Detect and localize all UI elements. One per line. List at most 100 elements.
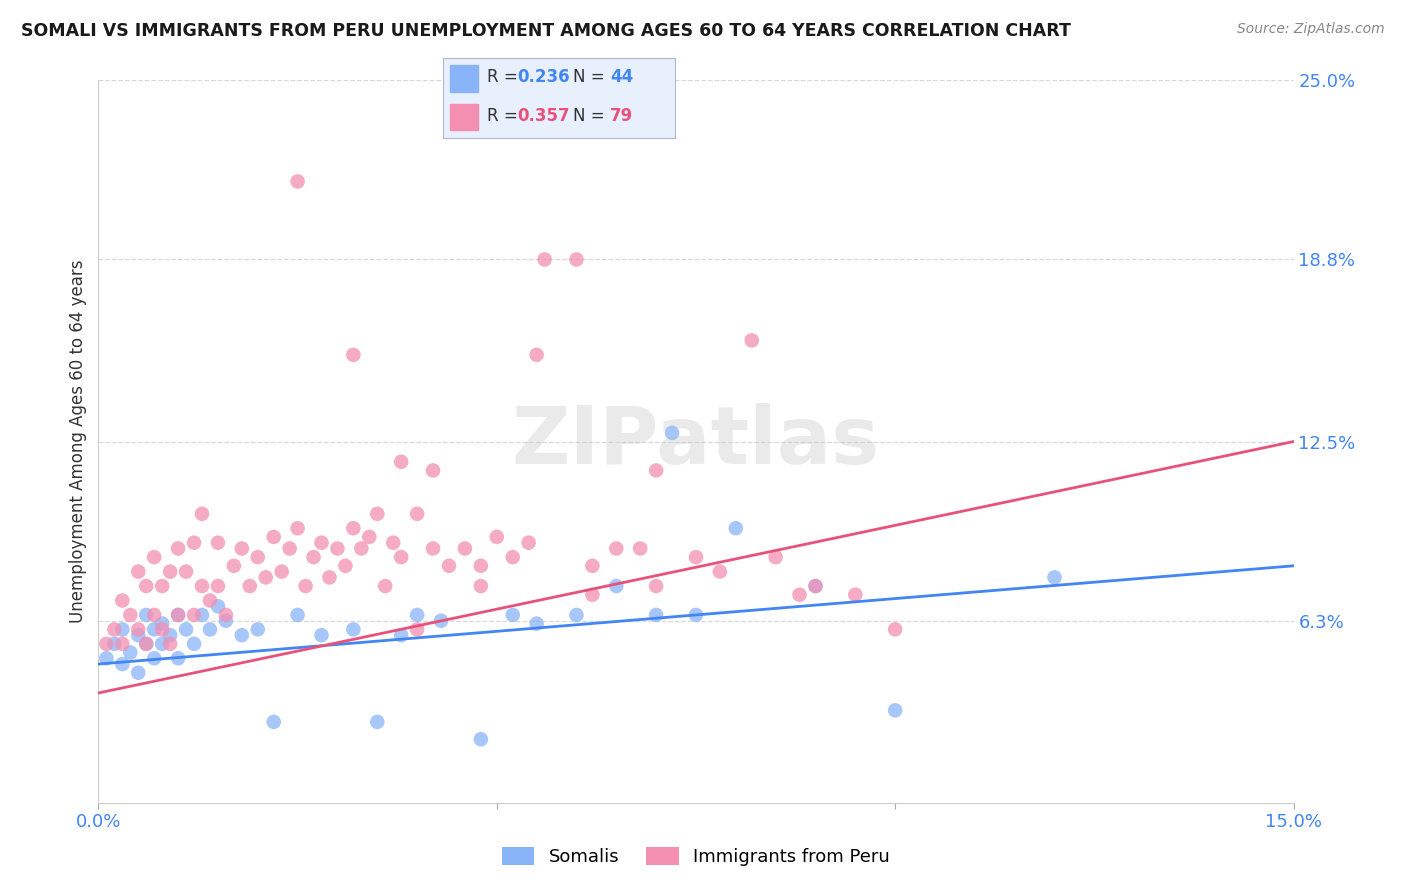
Point <box>765 550 787 565</box>
Point <box>246 623 269 637</box>
Point <box>167 541 190 556</box>
Point <box>174 565 197 579</box>
Y-axis label: Unemployment Among Ages 60 to 64 years: Unemployment Among Ages 60 to 64 years <box>69 260 87 624</box>
Point <box>111 657 134 671</box>
Point <box>326 541 349 556</box>
Point <box>884 623 907 637</box>
Text: 0.236: 0.236 <box>517 69 569 87</box>
Point <box>167 651 190 665</box>
Point <box>278 541 301 556</box>
Text: 79: 79 <box>610 107 633 125</box>
Point <box>263 530 285 544</box>
Point <box>709 565 731 579</box>
Point <box>533 252 555 267</box>
Point <box>389 550 412 565</box>
Point <box>207 599 229 614</box>
Point <box>150 637 173 651</box>
Text: N =: N = <box>572 69 610 87</box>
Point <box>215 607 238 622</box>
Point <box>342 348 364 362</box>
Point <box>685 607 707 622</box>
Point <box>143 550 166 565</box>
Point <box>789 588 811 602</box>
Point <box>135 637 157 651</box>
Point <box>454 541 477 556</box>
Point <box>159 637 181 651</box>
Point <box>231 541 253 556</box>
Point <box>254 570 277 584</box>
Text: N =: N = <box>572 107 610 125</box>
Point <box>724 521 747 535</box>
Bar <box>450 103 478 130</box>
Text: R =: R = <box>486 69 523 87</box>
Point <box>183 637 205 651</box>
Point <box>581 588 603 602</box>
Point <box>437 558 460 573</box>
Point <box>565 252 588 267</box>
Point <box>318 570 340 584</box>
Point <box>645 607 668 622</box>
Point <box>389 455 412 469</box>
Point <box>804 579 827 593</box>
Point <box>517 535 540 549</box>
Point <box>526 616 548 631</box>
Point <box>685 550 707 565</box>
Text: Source: ZipAtlas.com: Source: ZipAtlas.com <box>1237 22 1385 37</box>
Point <box>741 334 763 348</box>
Point <box>191 507 214 521</box>
Text: ZIPatlas: ZIPatlas <box>512 402 880 481</box>
Point <box>191 579 214 593</box>
Point <box>135 607 157 622</box>
Point <box>96 651 118 665</box>
Point <box>422 541 444 556</box>
Point <box>311 628 333 642</box>
Text: 44: 44 <box>610 69 633 87</box>
Point <box>565 607 588 622</box>
Point <box>406 507 429 521</box>
Point <box>167 607 190 622</box>
Point <box>143 623 166 637</box>
Point <box>103 623 125 637</box>
Point <box>263 714 285 729</box>
Point <box>406 623 429 637</box>
Point <box>502 607 524 622</box>
Point <box>804 579 827 593</box>
Point <box>127 665 149 680</box>
Point <box>645 579 668 593</box>
Point <box>159 628 181 642</box>
Point <box>287 607 309 622</box>
Point <box>207 535 229 549</box>
Text: SOMALI VS IMMIGRANTS FROM PERU UNEMPLOYMENT AMONG AGES 60 TO 64 YEARS CORRELATIO: SOMALI VS IMMIGRANTS FROM PERU UNEMPLOYM… <box>21 22 1071 40</box>
Point <box>127 628 149 642</box>
Point <box>96 637 118 651</box>
Point <box>215 614 238 628</box>
Point <box>127 623 149 637</box>
Point <box>143 651 166 665</box>
Point <box>143 607 166 622</box>
Point <box>270 565 292 579</box>
Point <box>628 541 651 556</box>
Point <box>174 623 197 637</box>
Point <box>287 521 309 535</box>
Point <box>844 588 866 602</box>
Legend: Somalis, Immigrants from Peru: Somalis, Immigrants from Peru <box>495 839 897 873</box>
Point <box>239 579 262 593</box>
Point <box>342 521 364 535</box>
Point <box>311 535 333 549</box>
Point <box>222 558 245 573</box>
Point <box>645 463 668 477</box>
Point <box>485 530 508 544</box>
Point <box>382 535 405 549</box>
Point <box>287 174 309 188</box>
Point <box>191 607 214 622</box>
Point <box>470 558 492 573</box>
Point <box>231 628 253 642</box>
Point <box>198 593 221 607</box>
Point <box>374 579 396 593</box>
Point <box>198 623 221 637</box>
Point <box>150 579 173 593</box>
Point <box>127 565 149 579</box>
Bar <box>450 65 478 92</box>
Point <box>350 541 373 556</box>
Point <box>183 607 205 622</box>
